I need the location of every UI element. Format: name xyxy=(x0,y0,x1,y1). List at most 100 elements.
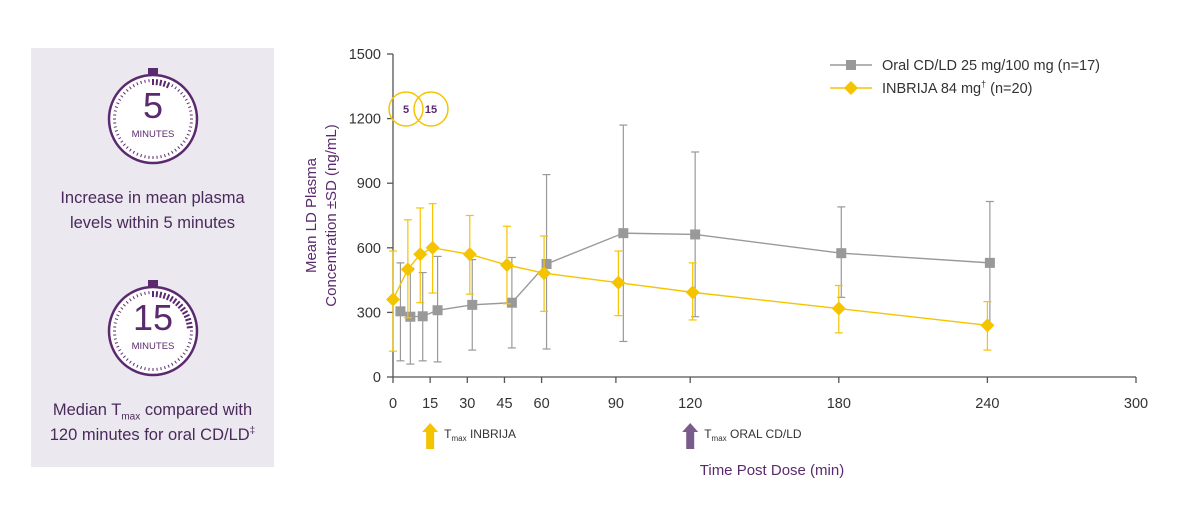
stopwatch-tick xyxy=(159,79,163,86)
timer1-caption: Increase in mean plasma levels within 5 … xyxy=(31,186,274,236)
data-point xyxy=(405,311,416,322)
tmax-label: Tmax INBRIJA xyxy=(444,427,516,443)
time-marker-label: 15 xyxy=(425,104,437,116)
up-arrow-icon xyxy=(682,423,699,449)
stopwatch-tick xyxy=(180,91,184,95)
timer2-caption-line2: 120 minutes for oral CD/LD‡ xyxy=(49,425,256,444)
stopwatch-tick xyxy=(140,154,143,158)
ld-concentration-chart: 0 300 600 900 1200 1500 0 15 30 45 60 90 120 180 240 30… xyxy=(303,47,1148,479)
stopwatch-tick xyxy=(159,291,163,298)
data-point xyxy=(386,292,400,307)
stopwatch-tick xyxy=(188,129,192,132)
stopwatch-tick xyxy=(136,364,139,368)
data-point xyxy=(685,285,700,300)
stopwatch-tick xyxy=(182,352,186,355)
tmax-indicator: Tmax ORAL CD/LD xyxy=(682,423,802,449)
stopwatch-tick xyxy=(186,321,193,325)
stopwatch-tick xyxy=(116,102,120,105)
data-point xyxy=(417,311,428,322)
timer1-caption-line1: Increase in mean plasma xyxy=(60,189,245,207)
stopwatch-tick xyxy=(114,129,118,132)
stopwatch-tick xyxy=(165,82,171,89)
timer2-caption-line1: Median Tmax compared with xyxy=(52,401,253,423)
stopwatch-tick xyxy=(118,310,122,313)
stopwatch-tick xyxy=(182,95,186,98)
stopwatch-face xyxy=(107,285,199,377)
data-point xyxy=(400,262,415,277)
legend: Oral CD/LD 25 mg/100 mg (n=17) INBRIJA 84… xyxy=(830,58,1100,97)
stopwatch-tick xyxy=(129,298,132,302)
stopwatch-tick xyxy=(172,298,178,305)
stopwatch-tick xyxy=(188,106,192,109)
data-point xyxy=(690,229,701,240)
stopwatch-tick xyxy=(167,152,170,156)
data-point xyxy=(413,247,428,262)
up-arrow-icon xyxy=(422,423,439,449)
y-tick-label: 0 xyxy=(373,370,381,386)
stopwatch-tick xyxy=(140,366,143,370)
stopwatch-tick xyxy=(186,102,190,105)
stopwatch-tick xyxy=(174,86,177,90)
stopwatch-tick xyxy=(125,146,129,150)
data-point xyxy=(499,258,514,273)
stopwatch-tick xyxy=(120,352,124,355)
stopwatch-tick xyxy=(132,84,135,88)
stopwatch-tick xyxy=(155,79,159,86)
stopwatch-tick xyxy=(113,338,117,340)
stopwatch-icon xyxy=(107,280,199,377)
time-marker-circle xyxy=(413,91,449,127)
stopwatch-tick xyxy=(162,80,167,87)
series-line xyxy=(392,247,988,327)
data-point xyxy=(611,275,626,290)
stopwatch-tick xyxy=(163,154,166,158)
stopwatch-tick xyxy=(122,303,126,307)
stopwatch-tick xyxy=(171,84,174,88)
stopwatch-tick xyxy=(155,291,159,298)
stopwatch-tick xyxy=(184,137,188,140)
stopwatch-tick xyxy=(120,140,124,143)
stopwatch-tick xyxy=(132,150,135,154)
stopwatch-tick xyxy=(189,126,193,128)
stopwatch-tick xyxy=(165,294,171,301)
y-tick-label: 600 xyxy=(357,241,381,257)
stopwatch-tick xyxy=(184,349,188,352)
stopwatch-tick xyxy=(163,366,166,370)
stopwatch-tick xyxy=(174,360,177,364)
stopwatch-tick xyxy=(179,306,186,312)
stopwatch-tick xyxy=(174,148,177,152)
time-marker-circle xyxy=(388,91,424,127)
stopwatch-tick xyxy=(186,345,190,348)
stopwatch-tick xyxy=(122,91,126,95)
stopwatch-tick xyxy=(113,322,117,324)
stopwatch-tick xyxy=(136,82,139,86)
stopwatch-tick xyxy=(169,295,174,303)
stopwatch-tick xyxy=(132,362,135,366)
data-point xyxy=(537,266,552,281)
x-tick-label: 0 xyxy=(389,396,397,412)
stopwatch-face xyxy=(107,73,199,165)
data-point xyxy=(425,240,440,255)
stopwatch-tick xyxy=(140,80,143,84)
stopwatch-tick xyxy=(116,345,120,348)
x-tick-label: 180 xyxy=(827,396,851,412)
stopwatch-tick xyxy=(180,143,184,147)
stopwatch-tick xyxy=(122,143,126,147)
x-tick-label: 30 xyxy=(459,396,475,412)
tmax-label: Tmax ORAL CD/LD xyxy=(704,427,802,443)
data-point xyxy=(432,305,443,316)
stopwatch-tick xyxy=(122,355,126,359)
y-tick-label: 1500 xyxy=(349,47,381,63)
stopwatch-tick xyxy=(129,148,132,152)
stopwatch-tick xyxy=(186,325,193,329)
tmax-indicator: Tmax INBRIJA xyxy=(422,423,516,449)
legend-marker xyxy=(844,81,858,95)
stopwatch-tick xyxy=(113,126,117,128)
stopwatch-tick xyxy=(185,317,192,322)
data-point xyxy=(462,247,477,262)
data-point xyxy=(980,318,995,333)
stopwatch-tick xyxy=(120,95,124,98)
stopwatch-5-minutes xyxy=(103,66,203,166)
x-tick-label: 45 xyxy=(496,396,512,412)
y-axis-label: Mean LD Plasma Concentration ±SD (ng/mL) xyxy=(303,124,340,306)
stopwatch-tick xyxy=(118,349,122,352)
